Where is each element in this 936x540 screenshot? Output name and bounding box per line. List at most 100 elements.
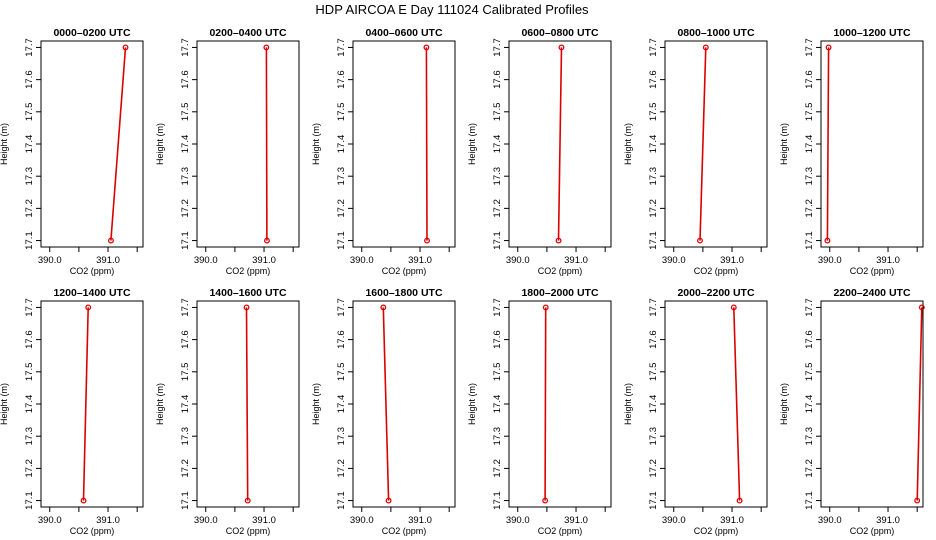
y-tick-label: 17.7 [804, 298, 815, 317]
y-tick-label: 17.5 [492, 103, 503, 122]
profile-point [918, 304, 925, 311]
x-axis-label: CO2 (ppm) [538, 526, 583, 536]
x-axis-label: CO2 (ppm) [538, 266, 583, 276]
profile-panel-4: 0600–0800 UTC 17.1 17.2 17.3 17.4 17.5 17.6 17.… [467, 27, 612, 276]
profile-panel-10: 1800–2000 UTC 17.1 17.2 17.3 17.4 17.5 17.6 17.… [467, 287, 612, 536]
profile-panel-12: 2200–2400 UTC 17.1 17.2 17.3 17.4 17.5 17.6 17.… [779, 287, 925, 536]
panel-title: 1400–1600 UTC [209, 287, 286, 299]
y-tick-label: 17.5 [336, 103, 347, 122]
x-tick-label: 390.0 [506, 515, 530, 526]
y-tick-label: 17.7 [492, 38, 503, 57]
y-tick-label: 17.6 [336, 70, 347, 89]
y-tick-label: 17.7 [648, 298, 659, 317]
profile-point [80, 497, 87, 504]
y-tick-label: 17.5 [804, 363, 815, 382]
profile-line [826, 47, 830, 241]
profile-line [82, 307, 89, 501]
profile-line [245, 307, 249, 501]
profile-point [542, 497, 549, 504]
y-tick-label: 17.6 [180, 330, 191, 349]
y-tick-label: 17.5 [492, 363, 503, 382]
panel-frame [40, 40, 144, 248]
x-tick-label: 391.0 [96, 255, 120, 266]
profile-point [542, 304, 549, 311]
x-axis-label: CO2 (ppm) [850, 266, 895, 276]
y-tick-label: 17.2 [336, 459, 347, 478]
x-tick-label: 390.0 [662, 515, 686, 526]
profile-point [122, 44, 129, 51]
y-axis-label: Height (m) [0, 123, 9, 165]
profile-point [558, 44, 565, 51]
profile-point [385, 497, 392, 504]
y-axis-label: Height (m) [467, 123, 477, 165]
panel-title: 1200–1400 UTC [53, 287, 130, 299]
x-tick-label: 390.0 [818, 515, 842, 526]
y-tick-label: 17.1 [336, 491, 347, 510]
profile-point [107, 237, 114, 244]
x-tick-label: 391.0 [564, 255, 588, 266]
y-tick-label: 17.7 [180, 38, 191, 57]
x-tick-label: 391.0 [408, 515, 432, 526]
y-tick-label: 17.4 [804, 395, 815, 414]
profile-point [825, 44, 832, 51]
y-tick-label: 17.3 [24, 427, 35, 446]
y-tick-label: 17.6 [180, 70, 191, 89]
y-axis-label: Height (m) [155, 383, 165, 425]
x-tick-label: 390.0 [350, 515, 374, 526]
x-tick-label: 391.0 [252, 515, 276, 526]
y-tick-label: 17.7 [24, 298, 35, 317]
y-tick-label: 17.6 [24, 70, 35, 89]
y-tick-label: 17.3 [336, 427, 347, 446]
profile-point [244, 497, 251, 504]
y-axis-label: Height (m) [623, 383, 633, 425]
y-tick-label: 17.4 [336, 135, 347, 154]
panel-grid: 0000–0200 UTC 17.1 17.2 17.3 17.4 17.5 17.6 17.… [0, 27, 925, 536]
panel-frame [40, 300, 144, 508]
profile-point [424, 237, 430, 244]
y-tick-label: 17.3 [492, 167, 503, 186]
y-tick-label: 17.2 [804, 459, 815, 478]
y-tick-label: 17.1 [804, 491, 815, 510]
x-tick-label: 391.0 [408, 255, 432, 266]
y-tick-label: 17.5 [648, 103, 659, 122]
profile-point [380, 304, 387, 311]
y-tick-label: 17.4 [804, 135, 815, 154]
panel-title: 0800–1000 UTC [677, 27, 754, 39]
x-axis-label: CO2 (ppm) [70, 526, 115, 536]
y-axis-label: Height (m) [623, 123, 633, 165]
panel-title: 0200–0400 UTC [209, 27, 286, 39]
y-tick-label: 17.5 [180, 363, 191, 382]
y-tick-label: 17.6 [804, 330, 815, 349]
y-tick-label: 17.2 [492, 459, 503, 478]
y-tick-label: 17.1 [24, 231, 35, 250]
panel-title: 1000–1200 UTC [833, 27, 910, 39]
y-tick-label: 17.6 [492, 330, 503, 349]
panel-title: 0400–0600 UTC [365, 27, 442, 39]
profile-line [557, 47, 563, 241]
x-axis-label: CO2 (ppm) [382, 266, 427, 276]
profile-panel-7: 1200–1400 UTC 17.1 17.2 17.3 17.4 17.5 17.6 17.… [0, 287, 144, 536]
profile-line [425, 47, 428, 241]
y-tick-label: 17.4 [180, 395, 191, 414]
y-tick-label: 17.2 [336, 199, 347, 218]
profile-point [243, 304, 250, 311]
y-tick-label: 17.3 [804, 427, 815, 446]
profile-line [382, 307, 390, 501]
panel-frame [352, 40, 456, 248]
y-tick-label: 17.4 [492, 395, 503, 414]
x-tick-label: 391.0 [720, 515, 744, 526]
y-axis-label: Height (m) [779, 383, 789, 425]
y-tick-label: 17.2 [24, 199, 35, 218]
x-tick-label: 390.0 [38, 255, 62, 266]
y-tick-label: 17.4 [24, 395, 35, 414]
y-tick-label: 17.6 [336, 330, 347, 349]
y-axis-label: Height (m) [311, 383, 321, 425]
y-tick-label: 17.6 [492, 70, 503, 89]
y-tick-label: 17.5 [180, 103, 191, 122]
profile-line [699, 47, 707, 241]
profile-panel-9: 1600–1800 UTC 17.1 17.2 17.3 17.4 17.5 17.6 17.… [311, 287, 456, 536]
y-tick-label: 17.1 [180, 491, 191, 510]
profile-point [702, 44, 709, 51]
x-tick-label: 391.0 [876, 515, 900, 526]
